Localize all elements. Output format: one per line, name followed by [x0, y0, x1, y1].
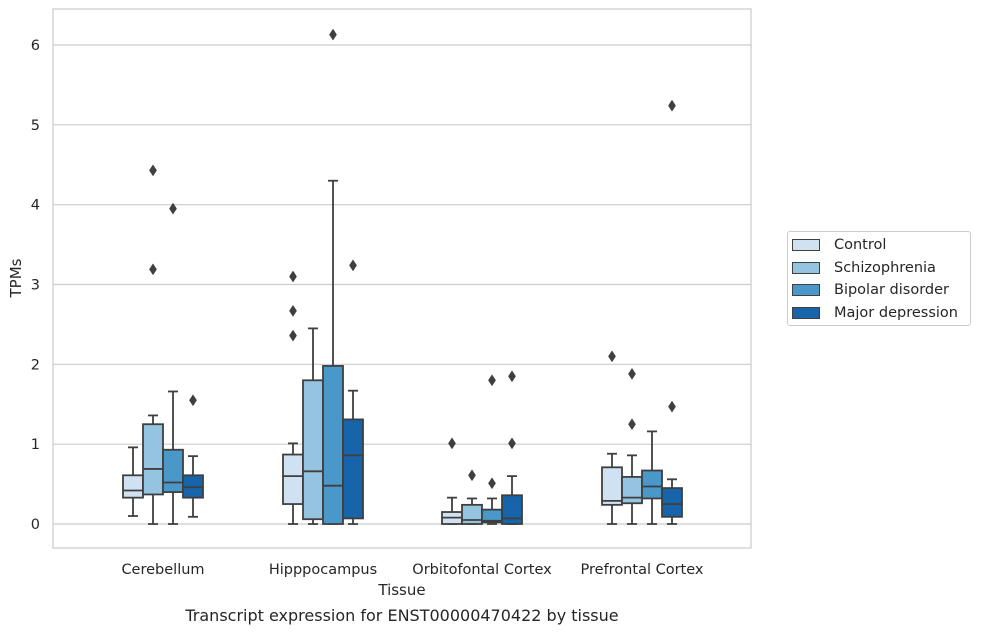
box-schizophrenia: [621, 367, 643, 525]
box-body: [342, 418, 364, 520]
box-body: [142, 423, 164, 496]
outlier-point: [668, 400, 676, 413]
box-body: [621, 475, 643, 505]
outlier-point: [329, 28, 337, 41]
axes: 0 1 2 3 4 5 6 Cerebellum Hipppocampus Orbitofonta…: [31, 8, 752, 578]
legend-item: Control: [792, 235, 886, 255]
box-body: [641, 469, 663, 500]
x-tick-label: Hipppocampus: [269, 562, 377, 578]
box-body: [322, 365, 344, 525]
legend-item: Bipolar disorder: [792, 280, 949, 300]
box-body: [501, 494, 523, 525]
x-axis-label: Tissue: [377, 581, 425, 599]
box-bipolar-disorder: [162, 202, 184, 525]
grid-lines: [53, 44, 751, 525]
legend-label: Bipolar disorder: [834, 282, 949, 298]
outlier-point: [289, 329, 297, 342]
box-schizophrenia: [142, 164, 164, 525]
box-bipolar-disorder: [322, 28, 344, 525]
outlier-point: [488, 477, 496, 490]
box-groups: [122, 28, 683, 525]
box-control: [122, 446, 144, 517]
outlier-point: [668, 99, 676, 112]
outlier-point: [289, 304, 297, 317]
y-tick-label: 4: [31, 198, 40, 214]
outlier-point: [508, 437, 516, 450]
outlier-point: [448, 437, 456, 450]
legend-swatch: [792, 239, 820, 251]
box-body: [122, 474, 144, 499]
box-control: [441, 437, 463, 525]
legend-item: Schizophrenia: [792, 258, 936, 278]
box-body: [601, 466, 623, 506]
x-tick-label: Cerebellum: [121, 562, 204, 578]
figure-caption: Transcript expression for ENST0000047042…: [185, 606, 619, 625]
x-tick-label: Orbitofontal Cortex: [412, 562, 552, 578]
plot-frame: [52, 8, 752, 549]
outlier-point: [628, 367, 636, 380]
y-tick-label: 3: [31, 278, 40, 294]
box-control: [601, 350, 623, 525]
box-body: [302, 379, 324, 521]
box-schizophrenia: [302, 327, 324, 525]
box-major-depression: [342, 259, 364, 525]
outlier-point: [349, 259, 357, 272]
outlier-point: [508, 370, 516, 383]
y-axis-label: TPMs: [7, 258, 25, 298]
x-tick-label: Prefrontal Cortex: [581, 562, 704, 578]
legend-swatch: [792, 261, 820, 274]
box-body: [661, 487, 683, 518]
outlier-point: [608, 350, 616, 363]
box-body: [461, 503, 483, 525]
legend: Control Schizophrenia Bipolar disorder Majo…: [787, 231, 971, 326]
y-tick-label: 0: [31, 517, 40, 533]
box-body: [162, 448, 184, 493]
legend-swatch: [792, 284, 820, 296]
outlier-point: [189, 394, 197, 407]
legend-item: Major depression: [792, 303, 958, 323]
outlier-point: [149, 263, 157, 276]
y-tick-label: 1: [31, 437, 40, 453]
outlier-point: [289, 270, 297, 283]
box-major-depression: [501, 370, 523, 525]
box-major-depression: [661, 99, 683, 525]
outlier-point: [488, 374, 496, 387]
y-tick-label: 5: [31, 118, 40, 134]
outlier-point: [149, 164, 157, 177]
box-bipolar-disorder: [641, 430, 663, 525]
outlier-point: [468, 469, 476, 482]
box-body: [282, 453, 304, 505]
box-bipolar-disorder: [481, 374, 503, 525]
box-control: [282, 270, 304, 525]
y-tick-label: 6: [31, 38, 40, 54]
outlier-point: [628, 418, 636, 431]
legend-label: Major depression: [834, 304, 958, 321]
y-tick-label: 2: [31, 357, 40, 373]
box-schizophrenia: [461, 469, 483, 525]
box-major-depression: [182, 394, 204, 518]
legend-label: Control: [834, 237, 887, 253]
outlier-point: [169, 202, 177, 215]
legend-swatch: [792, 306, 820, 319]
legend-label: Schizophrenia: [834, 259, 936, 276]
